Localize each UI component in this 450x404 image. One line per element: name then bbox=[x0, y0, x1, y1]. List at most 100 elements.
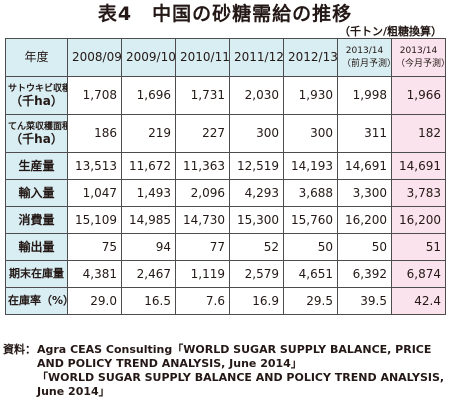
table-cell: 2,579 bbox=[229, 260, 284, 288]
header-year: 2013/14 （前月予測） bbox=[337, 38, 392, 77]
table-cell: 1,966 bbox=[391, 76, 446, 115]
sugar-supply-demand-table: 年度 2008/09 2009/10 2010/11 2011/12 2012/13 20… bbox=[5, 38, 446, 315]
table-cell: 4,651 bbox=[283, 260, 338, 288]
table-cell: 1,731 bbox=[175, 76, 230, 115]
table-row: 輸入量 1,047 1,493 2,096 4,293 3,688 3,300 3,783 bbox=[5, 179, 446, 207]
header-year-label: 2011/12 bbox=[234, 50, 284, 64]
table-cell: 7.6 bbox=[175, 287, 230, 315]
table-cell: 4,293 bbox=[229, 179, 284, 207]
row-label-text: てん菜収穫面積 bbox=[8, 122, 68, 132]
table-cell: 14,193 bbox=[283, 152, 338, 180]
row-label: 輸入量 bbox=[5, 179, 68, 207]
row-label-text: サトウキビ収穫面積 bbox=[8, 84, 67, 94]
row-label-text: 生産量 bbox=[18, 158, 55, 173]
source-line-2: 「WORLD SUGAR SUPPLY BALANCE AND POLICY T… bbox=[37, 371, 445, 398]
header-year: 2009/10 bbox=[121, 38, 176, 77]
table-cell: 16.5 bbox=[121, 287, 176, 315]
table-cell: 29.5 bbox=[283, 287, 338, 315]
header-year-label: 2010/11 bbox=[180, 50, 230, 64]
table-cell: 300 bbox=[283, 114, 338, 153]
table-cell: 14,730 bbox=[175, 206, 230, 234]
table-cell: 300 bbox=[229, 114, 284, 153]
row-label-text: 輸出量 bbox=[18, 239, 55, 254]
unit-note: （千トン/粗糖換算） bbox=[338, 25, 442, 38]
row-label: 生産量 bbox=[5, 152, 68, 180]
table-cell: 6,874 bbox=[391, 260, 446, 288]
table-row: 在庫率（%） 29.0 16.5 7.6 16.9 29.5 39.5 42.4 bbox=[5, 287, 446, 315]
table-cell: 182 bbox=[391, 114, 446, 153]
table-cell: 1,493 bbox=[121, 179, 176, 207]
table-cell: 219 bbox=[121, 114, 176, 153]
table-row: サトウキビ収穫面積（千ha）1,7081,6961,7312,0301,9301… bbox=[5, 76, 446, 115]
table-cell: 11,672 bbox=[121, 152, 176, 180]
header-year: 2008/09 bbox=[67, 38, 122, 77]
row-label-text: 在庫率（%） bbox=[8, 294, 68, 307]
table-cell: 16,200 bbox=[337, 206, 392, 234]
table-cell: 13,513 bbox=[67, 152, 122, 180]
table-row: 消費量 15,109 14,985 14,730 15,300 15,760 16,200 1… bbox=[5, 206, 446, 234]
table-cell: 14,691 bbox=[337, 152, 392, 180]
table-cell: 50 bbox=[337, 233, 392, 261]
header-year: 2013/14 （今月予測） bbox=[391, 38, 446, 77]
table-cell: 14,985 bbox=[121, 206, 176, 234]
table-cell: 1,708 bbox=[67, 76, 122, 115]
table-title: 表4 中国の砂糖需給の推移 bbox=[97, 3, 353, 25]
source-note: 資料： Agra CEAS Consulting「WORLD SUGAR SUP… bbox=[3, 343, 447, 399]
table-row: 輸出量 75 94 77 52 50 50 51 bbox=[5, 233, 446, 261]
header-year: 2012/13 bbox=[283, 38, 338, 77]
table-cell: 16,200 bbox=[391, 206, 446, 234]
table-cell: 16.9 bbox=[229, 287, 284, 315]
row-label: てん菜収穫面積 （千ha） bbox=[5, 114, 68, 153]
source-prefix: 資料： bbox=[3, 343, 36, 356]
header-year: 2011/12 bbox=[229, 38, 284, 77]
table-cell: 1,998 bbox=[337, 76, 392, 115]
table-cell: 52 bbox=[229, 233, 284, 261]
header-row: 年度 2008/09 2009/10 2010/11 2011/12 2012/13 20… bbox=[5, 38, 446, 77]
header-year-label: 2008/09 bbox=[72, 50, 122, 64]
table-cell: 1,047 bbox=[67, 179, 122, 207]
row-label-text: 消費量 bbox=[18, 212, 55, 227]
table-cell: 42.4 bbox=[391, 287, 446, 315]
table-cell: 14,691 bbox=[391, 152, 446, 180]
table-cell: 12,519 bbox=[229, 152, 284, 180]
header-year-label: 2009/10 bbox=[126, 50, 176, 64]
table-cell: 77 bbox=[175, 233, 230, 261]
table-cell: 29.0 bbox=[67, 287, 122, 315]
row-label-text: 輸入量 bbox=[18, 185, 55, 200]
row-label: 消費量 bbox=[5, 206, 68, 234]
table-cell: 2,096 bbox=[175, 179, 230, 207]
table-cell: 1,696 bbox=[121, 76, 176, 115]
row-label-unit: （千ha） bbox=[10, 132, 63, 146]
table-cell: 94 bbox=[121, 233, 176, 261]
table-cell: 15,109 bbox=[67, 206, 122, 234]
table-cell: 227 bbox=[175, 114, 230, 153]
table-cell: 75 bbox=[67, 233, 122, 261]
table-cell: 3,783 bbox=[391, 179, 446, 207]
header-year-label: 2012/13 bbox=[288, 50, 338, 64]
row-label: 在庫率（%） bbox=[5, 287, 68, 315]
table-cell: 3,688 bbox=[283, 179, 338, 207]
table-cell: 2,030 bbox=[229, 76, 284, 115]
table-cell: 39.5 bbox=[337, 287, 392, 315]
header-year-note: （前月予測） bbox=[342, 58, 392, 69]
table-cell: 4,381 bbox=[67, 260, 122, 288]
table-cell: 50 bbox=[283, 233, 338, 261]
row-label: サトウキビ収穫面積（千ha） bbox=[5, 76, 68, 115]
row-label: 期末在庫量 bbox=[5, 260, 68, 288]
table-cell: 6,392 bbox=[337, 260, 392, 288]
table-cell: 2,467 bbox=[121, 260, 176, 288]
row-label: 輸出量 bbox=[5, 233, 68, 261]
header-year-label: 2013/14 bbox=[399, 45, 438, 56]
table-row: てん菜収穫面積 （千ha） 186 219 227 300 300 311 182 bbox=[5, 114, 446, 153]
header-year-label: 2013/14 bbox=[345, 45, 384, 56]
table-cell: 3,300 bbox=[337, 179, 392, 207]
table-row: 生産量 13,513 11,672 11,363 12,519 14,193 14,691 1… bbox=[5, 152, 446, 180]
table-row: 期末在庫量 4,381 2,467 1,119 2,579 4,651 6,392 6,874 bbox=[5, 260, 446, 288]
header-year-note: （今月予測） bbox=[396, 58, 446, 69]
table-cell: 1,119 bbox=[175, 260, 230, 288]
row-label-unit: （千ha） bbox=[10, 94, 63, 108]
row-label-text: 期末在庫量 bbox=[9, 267, 64, 280]
table-cell: 311 bbox=[337, 114, 392, 153]
table-cell: 51 bbox=[391, 233, 446, 261]
